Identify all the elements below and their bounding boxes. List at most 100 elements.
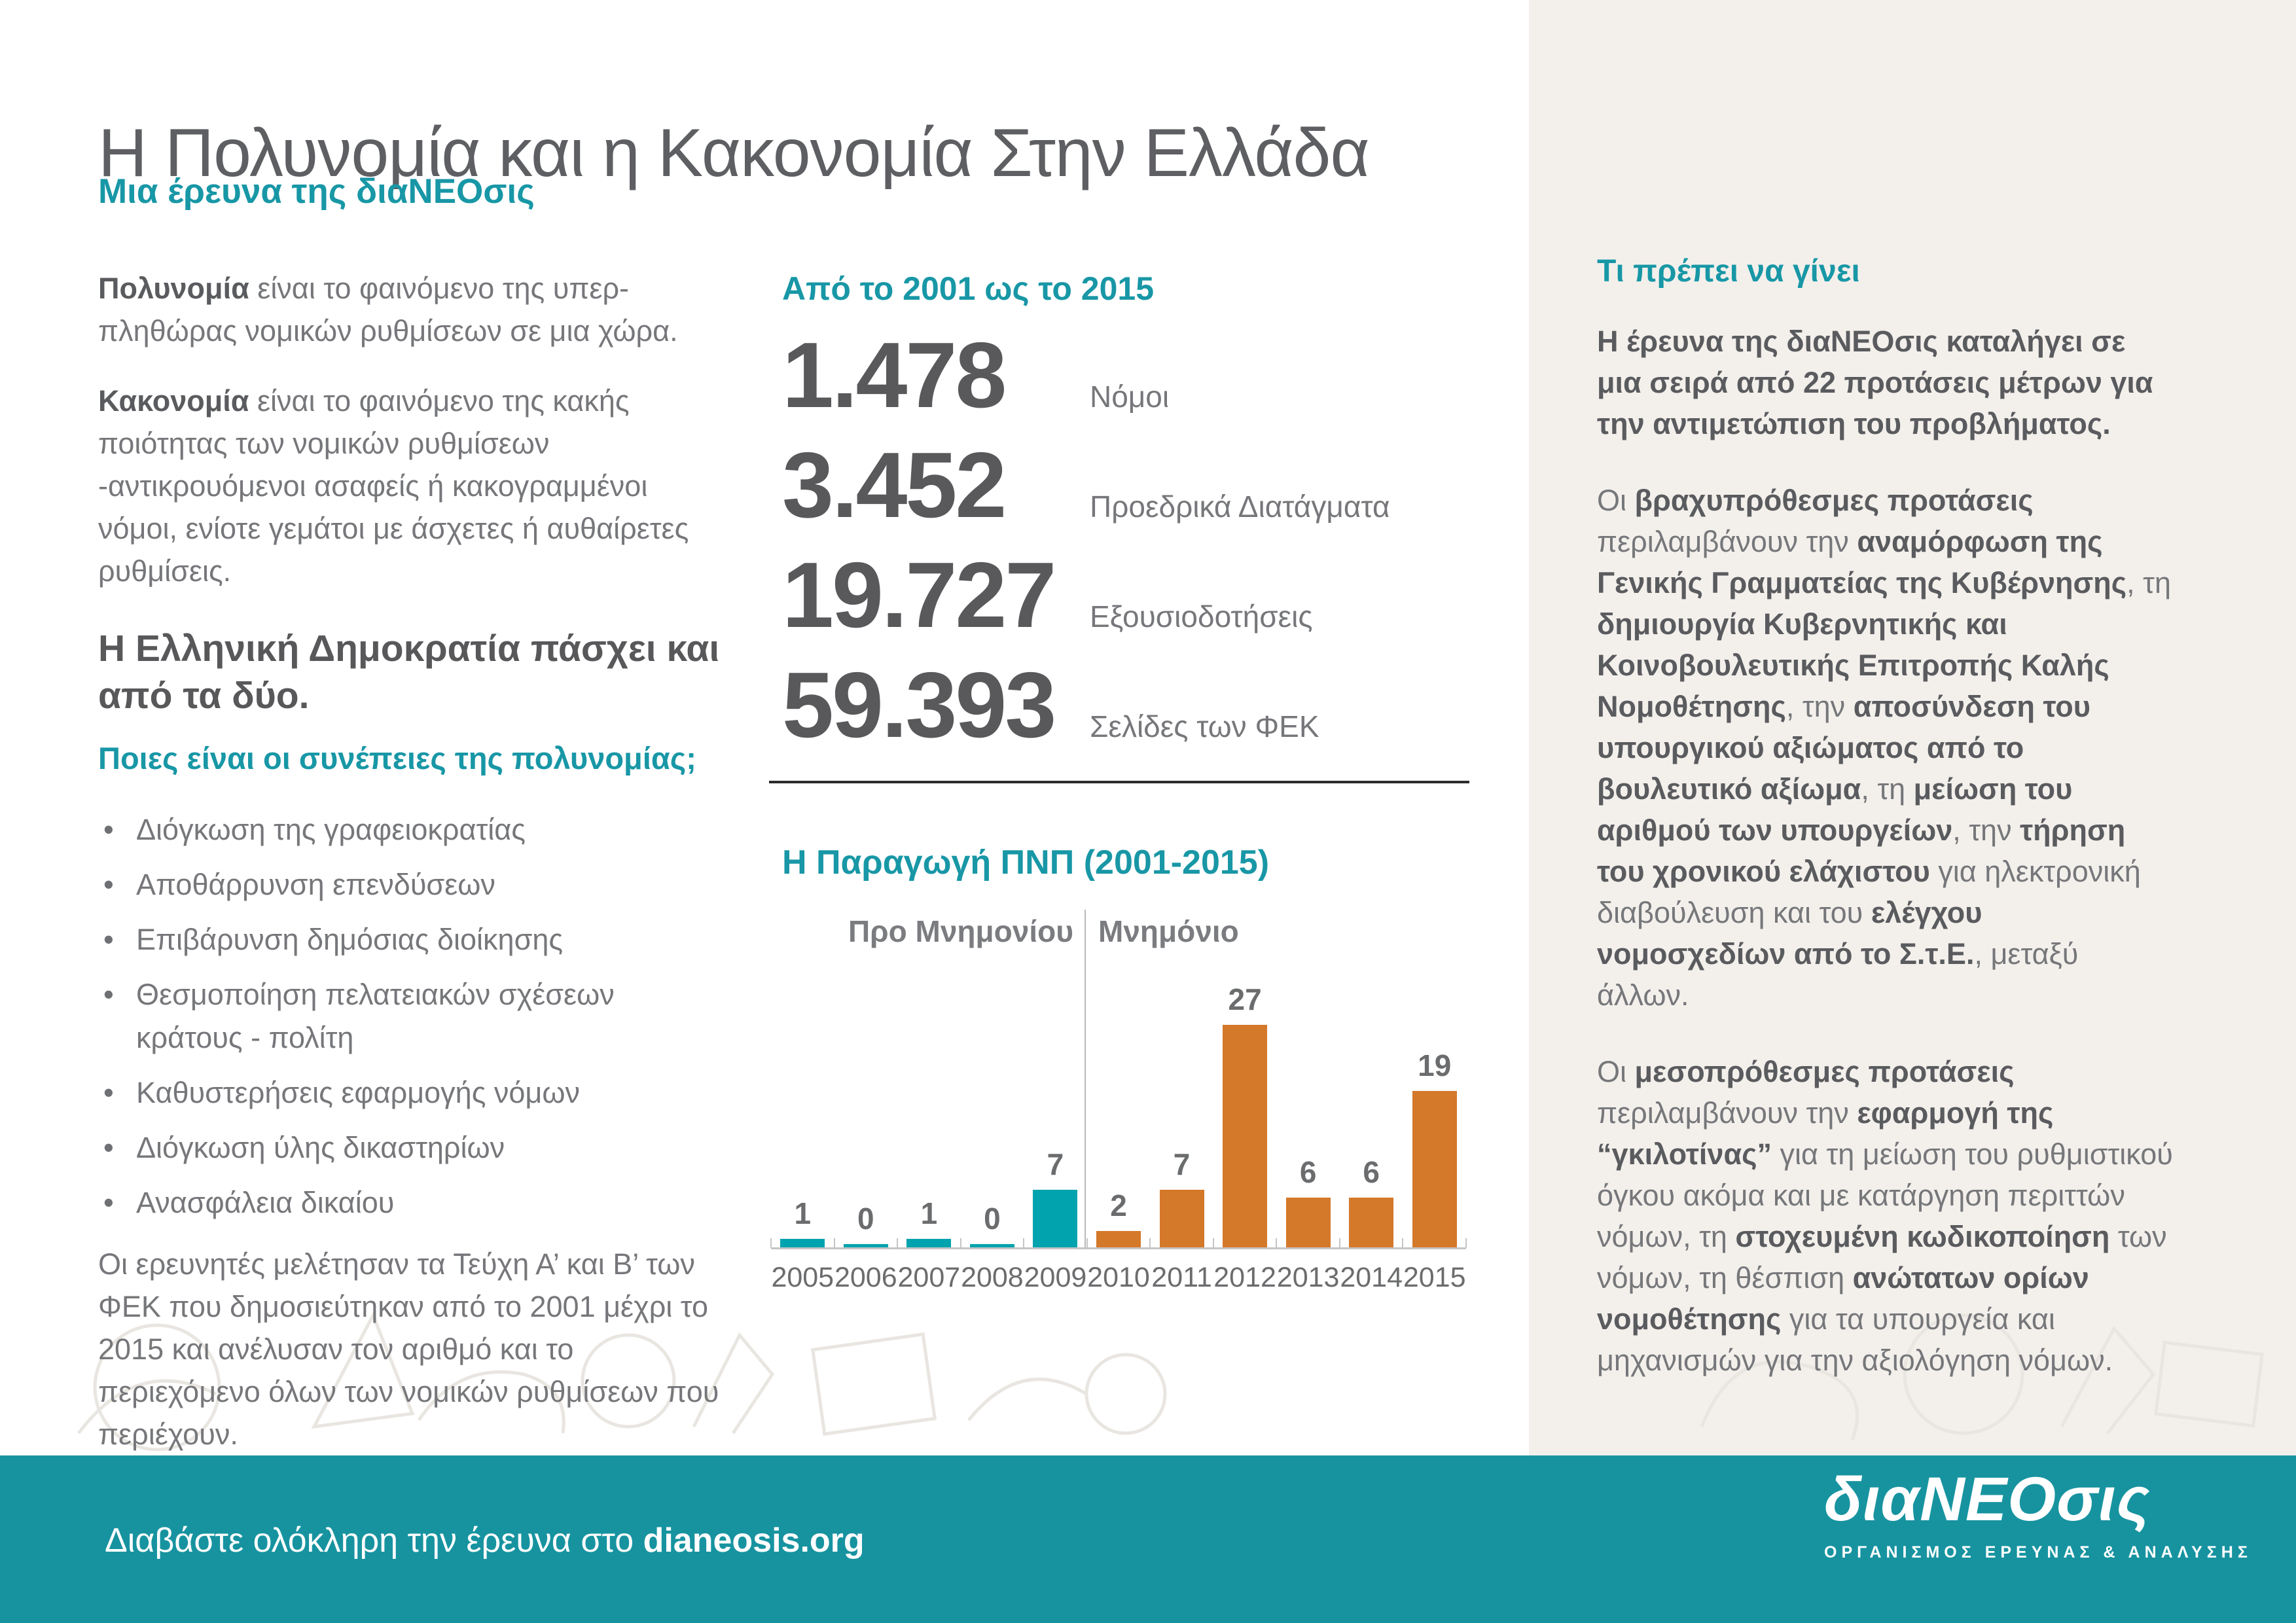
stat-value-authorizations: 19.727 <box>782 543 1056 647</box>
stat-value-decrees: 3.452 <box>782 433 1007 537</box>
stat-row-pages: 59.393 Σελίδες των ΦΕΚ <box>782 652 1489 762</box>
bullet-icon: • <box>103 978 114 1011</box>
right-heading: Τι πρέπει να γίνει <box>1597 254 1860 289</box>
year-label-2015: 2015 <box>1403 1262 1466 1293</box>
axis-tick <box>1212 1238 1214 1248</box>
bar-2009 <box>1033 1190 1078 1247</box>
stat-row-laws: 1.478 Νόμοι <box>782 322 1489 432</box>
axis-tick <box>1402 1238 1404 1248</box>
definition-polynomia: Πολυνομία είναι το φαινόμενο της υπερ-πλ… <box>98 272 678 348</box>
consequences-heading: Ποιες είναι οι συνέπειες της πολυνομίας; <box>98 741 696 776</box>
pnp-bar-chart: Προ Μνημονίου Μνημόνιο 1 2005 0 2006 1 2007 0 2… <box>770 908 1467 1301</box>
consequence-item: • Καθυστερήσεις εφαρμογής νόμων <box>98 1071 726 1115</box>
bar-2015 <box>1412 1091 1457 1247</box>
left-heading: Η Ελληνική Δημοκρατία πάσχει και από τα … <box>98 628 720 717</box>
bar-2007 <box>906 1239 952 1247</box>
bar-value-2012: 27 <box>1228 982 1262 1016</box>
bar-2011 <box>1159 1190 1204 1247</box>
axis-tick <box>1086 1238 1088 1248</box>
bar-2005 <box>780 1239 825 1247</box>
bar-value-2007: 1 <box>920 1196 938 1230</box>
bar-2006 <box>843 1244 888 1247</box>
bar-value-2005: 1 <box>794 1196 812 1230</box>
bar-value-2011: 7 <box>1173 1147 1191 1181</box>
stat-value-laws: 1.478 <box>782 323 1007 427</box>
stat-row-authorizations: 19.727 Εξουσιοδοτήσεις <box>782 542 1489 652</box>
section-divider <box>769 781 1469 783</box>
axis-tick <box>1023 1238 1025 1248</box>
axis-tick <box>833 1238 835 1248</box>
methodology-paragraph: Οι ερευνητές μελέτησαν τα Τεύχη Α’ και Β… <box>98 1247 719 1451</box>
year-label-2008: 2008 <box>961 1262 1024 1293</box>
bar-2014 <box>1349 1198 1394 1247</box>
conclusions-lead: Η έρευνα της διαΝΕΟσις καταλήγει σε μια … <box>1597 325 2153 440</box>
consequence-item: • Διόγκωση ύλης δικαστηρίων <box>98 1126 726 1169</box>
dianeosis-logo-wordmark: διαΝΕΟσις <box>1824 1465 2151 1534</box>
short-term-proposals: Οι βραχυπρόθεσμες προτάσεις περιλαμβάνου… <box>1597 484 2171 1012</box>
dianeosis-logo-tagline: ΟΡΓΑΝΙΣΜΟΣ ΕΡΕΥΝΑΣ & ΑΝΑΛΥΣΗΣ <box>1824 1543 2252 1561</box>
bar-value-2014: 6 <box>1363 1155 1380 1189</box>
bar-2013 <box>1285 1198 1331 1247</box>
bullet-icon: • <box>103 1131 114 1164</box>
year-label-2010: 2010 <box>1087 1262 1150 1293</box>
axis-tick <box>1149 1238 1151 1248</box>
year-label-2006: 2006 <box>834 1262 897 1293</box>
consequence-item: • Θεσμοποίηση πελατειακών σχέσεων κράτους… <box>98 973 726 1060</box>
page-subtitle: Μια έρευνα της διαΝΕΟσις <box>98 172 535 211</box>
axis-tick <box>1465 1238 1467 1248</box>
chart-group-divider <box>1085 910 1086 1249</box>
bar-value-2008: 0 <box>984 1202 1001 1236</box>
bar-value-2015: 19 <box>1418 1048 1452 1082</box>
stat-label-laws: Νόμοι <box>1090 380 1170 414</box>
consequence-item: • Ανασφάλεια δικαίου <box>98 1181 726 1224</box>
bullet-icon: • <box>103 868 114 901</box>
axis-tick <box>1338 1238 1340 1248</box>
bar-value-2009: 7 <box>1047 1147 1064 1181</box>
year-label-2007: 2007 <box>897 1262 961 1293</box>
footer-link[interactable]: dianeosis.org <box>643 1522 865 1560</box>
bullet-icon: • <box>103 1186 114 1219</box>
background-doodles <box>77 1311 2264 1452</box>
bullet-icon: • <box>103 1076 114 1109</box>
left-column: Πολυνομία είναι το φαινόμενο της υπερ-πλ… <box>98 267 726 1483</box>
year-label-2013: 2013 <box>1276 1262 1340 1293</box>
stat-value-pages: 59.393 <box>782 653 1056 757</box>
bar-2012 <box>1223 1025 1268 1247</box>
bar-value-2006: 0 <box>857 1202 874 1236</box>
year-label-2009: 2009 <box>1024 1262 1087 1293</box>
right-panel-background <box>1529 0 2296 1623</box>
axis-tick <box>960 1238 961 1248</box>
year-label-2011: 2011 <box>1151 1262 1212 1293</box>
bar-2008 <box>969 1244 1014 1247</box>
axis-tick <box>770 1238 772 1248</box>
axis-tick <box>897 1238 899 1248</box>
consequence-item: • Επιβάρυνση δημόσιας διοίκησης <box>98 918 726 961</box>
bullet-icon: • <box>103 813 114 846</box>
mid-term-proposals: Οι μεσοπρόθεσμες προτάσεις περιλαμβάνουν… <box>1597 1055 2173 1377</box>
year-label-2014: 2014 <box>1340 1262 1403 1293</box>
bar-2010 <box>1096 1231 1141 1247</box>
year-label-2012: 2012 <box>1213 1262 1276 1293</box>
dianeosis-logo: διαΝΕΟσις ΟΡΓΑΝΙΣΜΟΣ ΕΡΕΥΝΑΣ & ΑΝΑΛΥΣΗΣ <box>1824 1465 2252 1562</box>
footer-bar: Διαβάστε ολόκληρη την έρευνα στο dianeos… <box>0 1455 2296 1623</box>
footer-cta-text: Διαβάστε ολόκληρη την έρευνα στο <box>105 1522 643 1560</box>
bar-value-2013: 6 <box>1299 1155 1317 1189</box>
chart-group-label-memorandum: Μνημόνιο <box>1098 914 1239 948</box>
page-title: Η Πολυνομία και η Κακονομία Στην Ελλάδα <box>98 115 1370 191</box>
stat-row-decrees: 3.452 Προεδρικά Διατάγματα <box>782 432 1489 542</box>
footer-cta: Διαβάστε ολόκληρη την έρευνα στο dianeos… <box>105 1521 865 1560</box>
stats-heading: Από το 2001 ως το 2015 <box>782 270 1155 307</box>
consequences-list: • Διόγκωση της γραφειοκρατίας • Αποθάρρυνση… <box>98 808 726 1224</box>
bullet-icon: • <box>103 923 114 956</box>
chart-baseline <box>771 1247 1466 1249</box>
chart-title: Η Παραγωγή ΠΝΠ (2001-2015) <box>782 844 1270 882</box>
stats-block: 1.478 Νόμοι 3.452 Προεδρικά Διατάγματα 1… <box>782 322 1489 762</box>
definition-kakonomia: Κακονομία είναι το φαινόμενο της κακής π… <box>98 384 689 588</box>
consequence-item: • Αποθάρρυνση επενδύσεων <box>98 863 726 906</box>
stat-label-pages: Σελίδες των ΦΕΚ <box>1090 709 1319 743</box>
stat-label-authorizations: Εξουσιοδοτήσεις <box>1090 599 1313 633</box>
axis-tick <box>1276 1238 1278 1248</box>
consequence-item: • Διόγκωση της γραφειοκρατίας <box>98 808 726 851</box>
stat-label-decrees: Προεδρικά Διατάγματα <box>1090 490 1390 524</box>
right-column: Τι πρέπει να γίνει Η έρευνα της διαΝΕΟσι… <box>1597 251 2176 1416</box>
